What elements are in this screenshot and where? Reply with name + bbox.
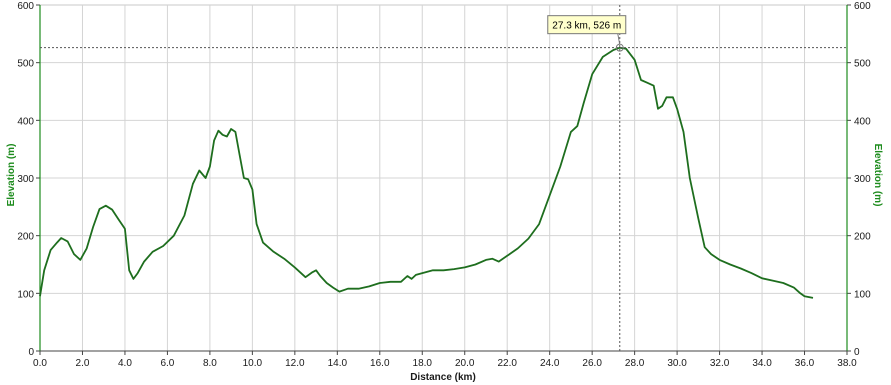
axes: [36, 4, 851, 355]
annotation-label: 27.3 km, 526 m: [552, 21, 621, 32]
y-tick-label-left: 600: [17, 1, 34, 12]
annotation-group: 27.3 km, 526 m: [40, 5, 847, 351]
x-tick-label: 24.0: [540, 358, 560, 369]
x-tick-label: 28.0: [625, 358, 645, 369]
series-line-0: [39, 46, 814, 299]
x-tick-label: 34.0: [752, 358, 772, 369]
y-tick-label-left: 200: [17, 232, 34, 243]
x-tick-label: 4.0: [118, 358, 132, 369]
y-tick-label-right: 600: [854, 1, 871, 12]
annotation-box: [547, 15, 627, 35]
x-tick-label: 2.0: [76, 358, 90, 369]
x-tick-label: 14.0: [328, 358, 348, 369]
y-tick-label-right: 200: [854, 232, 871, 243]
x-tick-label: 20.0: [455, 358, 475, 369]
x-tick-label: 0.0: [33, 358, 47, 369]
x-tick-label: 22.0: [497, 358, 517, 369]
y-axis-title-left: Elevation (m): [6, 144, 17, 207]
x-tick-label: 6.0: [160, 358, 174, 369]
x-tick-label: 8.0: [203, 358, 217, 369]
x-tick-label: 18.0: [413, 358, 433, 369]
x-tick-label: 30.0: [667, 358, 687, 369]
y-tick-label-left: 0: [28, 347, 34, 358]
y-tick-label-left: 300: [17, 174, 34, 185]
series-group: [39, 46, 814, 299]
y-tick-label-right: 300: [854, 174, 871, 185]
x-tick-label: 36.0: [795, 358, 815, 369]
x-tick-labels: 0.0 2.0 4.0 6.0 8.0 10.0 12.0 14.0 16.0 18.0 20.0 2…: [33, 358, 857, 369]
y-tick-label-left: 100: [17, 289, 34, 300]
y-tick-labels-right: 0 100 200 300 400 500 600: [854, 1, 871, 358]
y-tick-label-right: 500: [854, 59, 871, 70]
y-tick-label-left: 500: [17, 59, 34, 70]
x-tick-label: 16.0: [370, 358, 390, 369]
x-axis-title: Distance (km): [410, 372, 476, 383]
x-tick-label: 10.0: [243, 358, 263, 369]
y-tick-label-right: 400: [854, 116, 871, 127]
y-tick-label-right: 100: [854, 289, 871, 300]
annotation-pointer: [617, 33, 621, 45]
x-tick-label: 38.0: [837, 358, 857, 369]
x-tick-label: 26.0: [582, 358, 602, 369]
y-tick-labels-left: 0 100 200 300 400 500 600: [17, 1, 34, 358]
gridlines: [39, 4, 848, 352]
x-tick-label: 32.0: [710, 358, 730, 369]
y-tick-label-left: 400: [17, 116, 34, 127]
x-tick-label: 12.0: [285, 358, 305, 369]
y-tick-label-right: 0: [854, 347, 860, 358]
y-axis-title-right: Elevation (m): [872, 144, 883, 207]
